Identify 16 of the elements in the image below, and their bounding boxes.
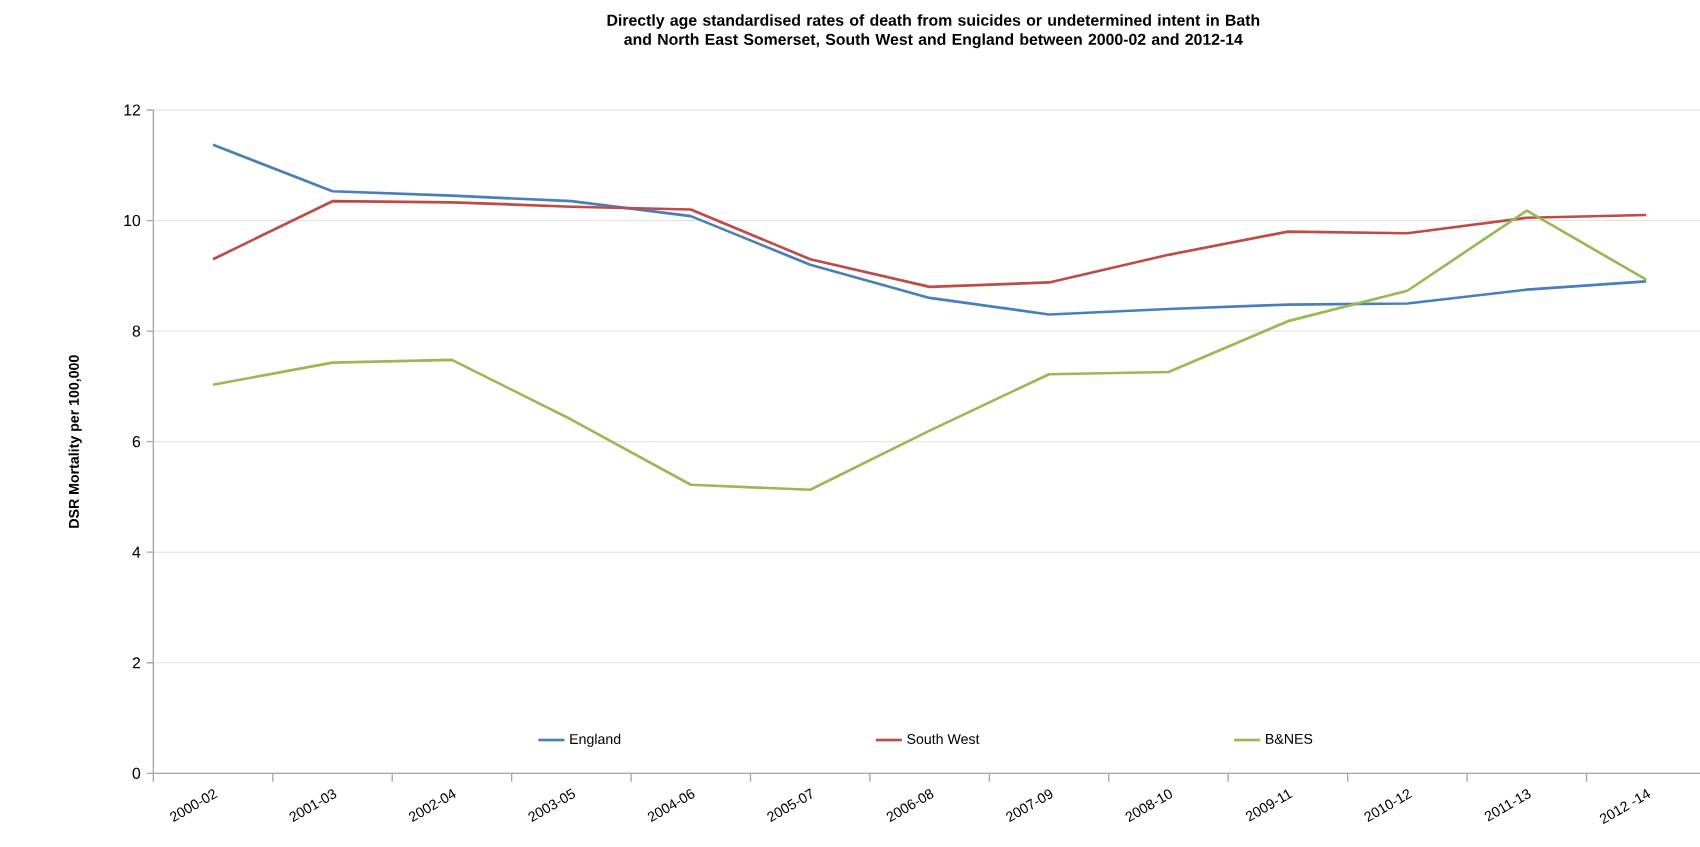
line-series [211,200,1648,289]
legend-label: England [570,733,621,748]
y-tick-label: 2 [132,657,140,669]
x-tick-label: 2012 -14 [1599,789,1651,825]
line-series [211,209,1648,492]
chart-title: Directly age standardised rates of death from suicides or undetermined intent in Bath and North East Somerset, South West and England between 2000-02 and 2012-14 [607,14,1260,49]
y-axis-title: DSR Mortality per 100,000 [68,355,82,528]
legend-label: South West [907,733,980,745]
legend-label: B&NES [1266,734,1313,745]
y-tick-label: 6 [132,436,141,448]
y-tick-label: 4 [132,546,141,558]
y-tick-label: 0 [132,767,141,780]
y-tick-label: 8 [132,325,141,337]
y-tick-label: 10 [124,215,141,227]
y-tick-label: 12 [124,104,140,116]
line-series [211,143,1648,317]
